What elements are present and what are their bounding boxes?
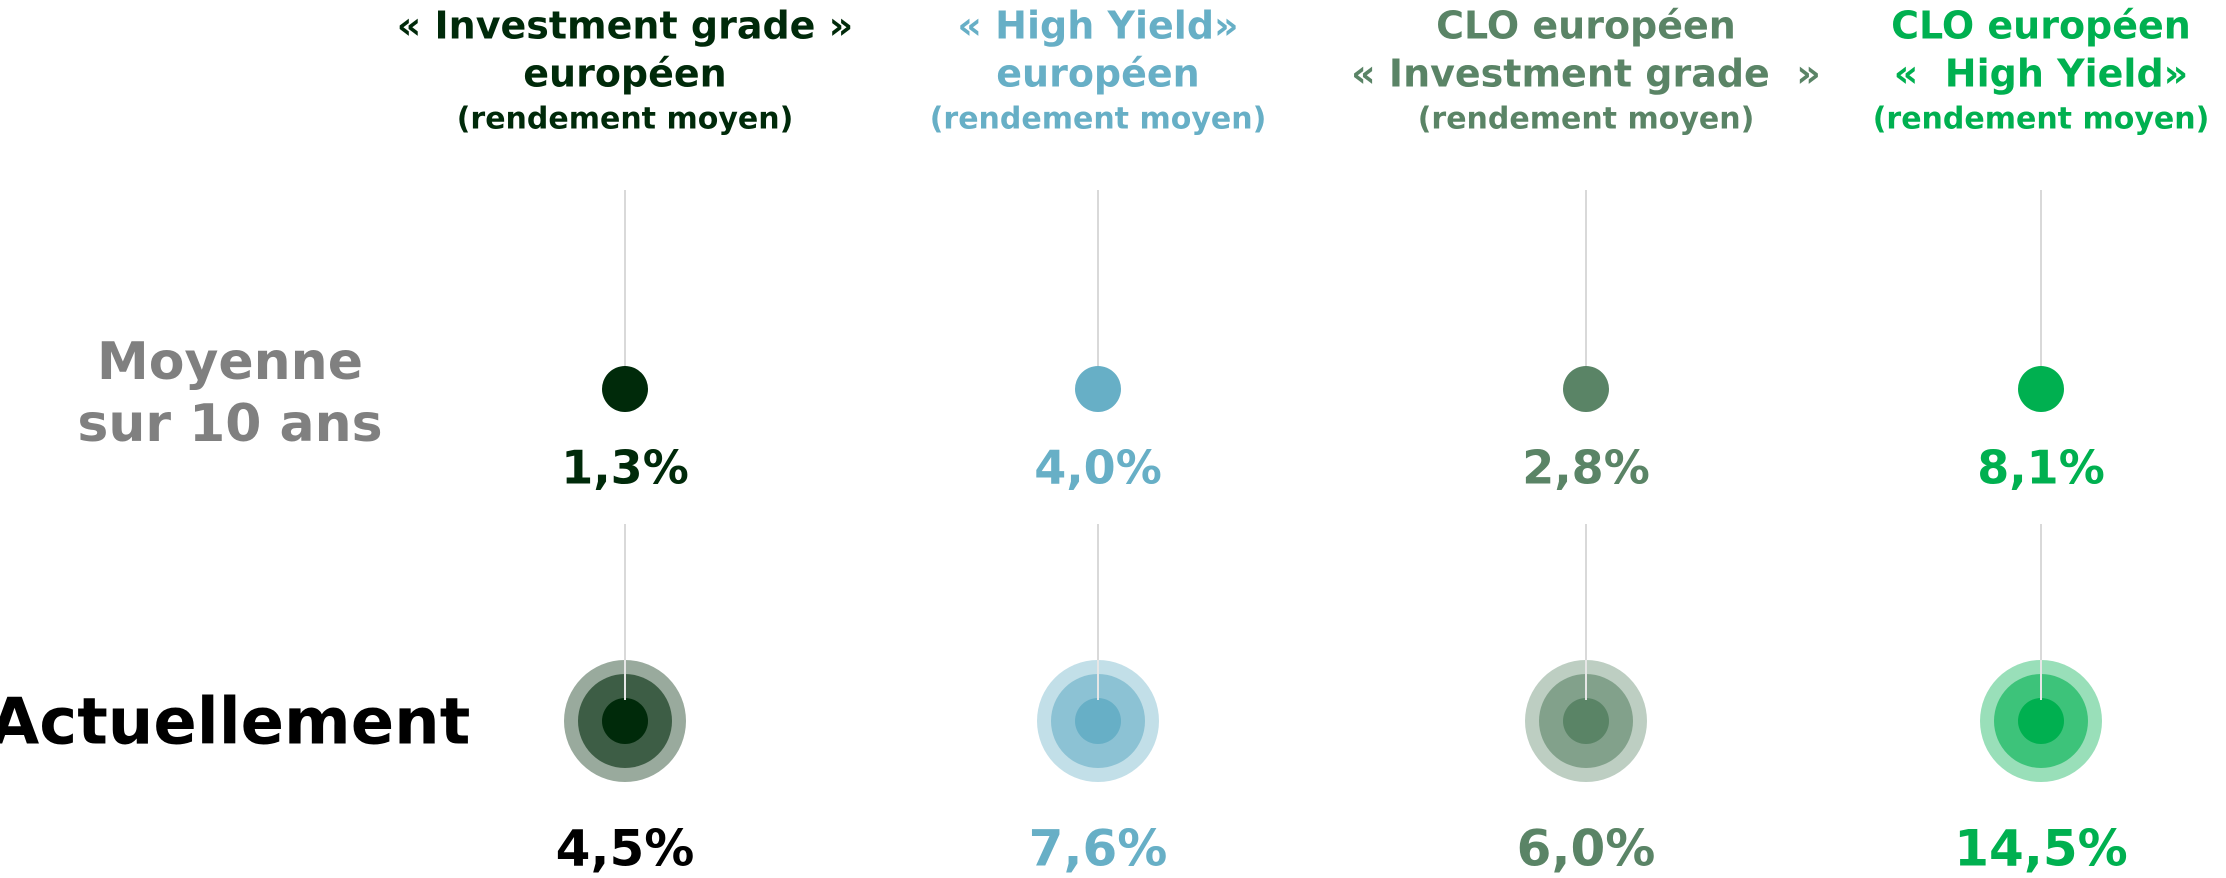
column-title: « Investment grade » (1351, 52, 1821, 96)
dot (602, 698, 648, 744)
dot (2018, 698, 2064, 744)
current-value: 4,5% (556, 820, 695, 878)
dot (1563, 698, 1609, 744)
average-value: 4,0% (1034, 441, 1162, 495)
column-subtitle: (rendement moyen) (930, 102, 1267, 137)
dot (1075, 698, 1121, 744)
dot (1563, 366, 1609, 412)
current-value: 14,5% (1954, 820, 2127, 878)
column-subtitle: (rendement moyen) (457, 102, 794, 137)
column-title: « High Yield» (957, 4, 1238, 48)
column-title: CLO européen (1436, 4, 1736, 48)
column-title: européen (523, 52, 726, 96)
dot (1075, 366, 1121, 412)
row-label: sur 10 ans (77, 394, 382, 454)
current-value: 6,0% (1517, 820, 1656, 878)
column-subtitle: (rendement moyen) (1418, 102, 1755, 137)
column-subtitle: (rendement moyen) (1873, 102, 2210, 137)
column-title: « Investment grade » (397, 4, 853, 48)
dot (602, 366, 648, 412)
column-title: CLO européen (1891, 4, 2191, 48)
average-value: 1,3% (561, 441, 689, 495)
average-value: 8,1% (1977, 441, 2105, 495)
current-value: 7,6% (1029, 820, 1168, 878)
row-label: Actuellement (0, 686, 470, 760)
average-value: 2,8% (1522, 441, 1650, 495)
row-label: Moyenne (97, 332, 363, 392)
dot (2018, 366, 2064, 412)
column-title: européen (996, 52, 1199, 96)
column-title: « High Yield» (1894, 52, 2188, 96)
